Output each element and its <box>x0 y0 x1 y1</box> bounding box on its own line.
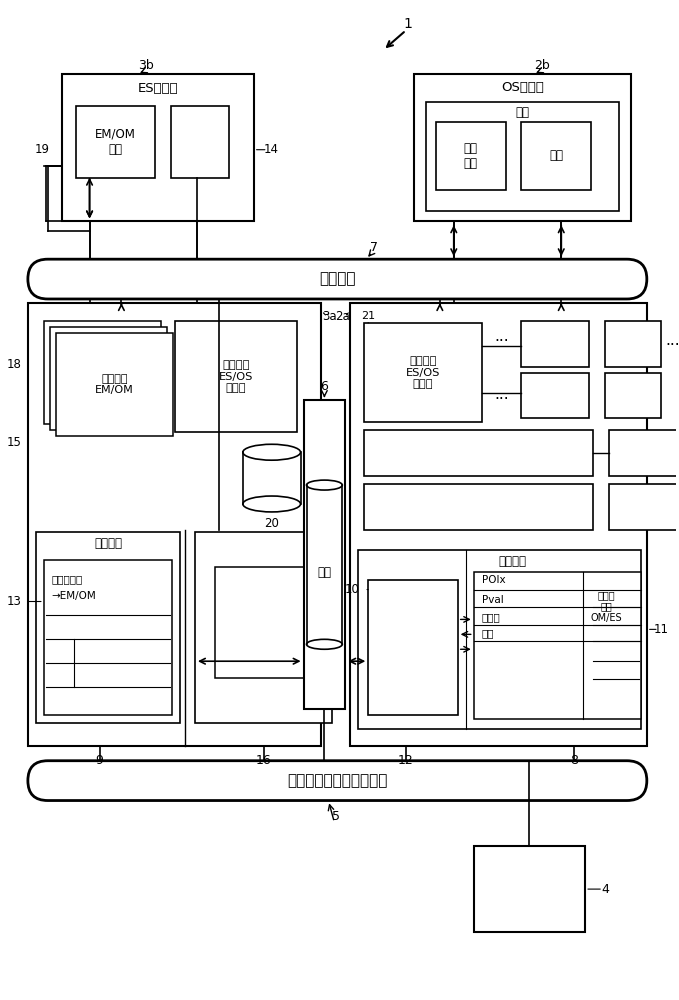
FancyBboxPatch shape <box>28 259 647 299</box>
Bar <box>364 484 593 530</box>
Text: 归档: 归档 <box>317 566 331 579</box>
Bar <box>364 323 481 422</box>
Text: 3a: 3a <box>322 310 337 323</box>
Text: 界限: 界限 <box>481 628 494 638</box>
Text: 3b: 3b <box>139 59 154 72</box>
Bar <box>62 74 254 221</box>
Bar <box>36 532 180 723</box>
Text: ES客户端: ES客户端 <box>137 82 178 95</box>
Text: 15: 15 <box>7 436 21 449</box>
Text: Pval: Pval <box>481 595 503 605</box>
Bar <box>50 327 167 430</box>
Bar <box>521 373 589 418</box>
Text: 21: 21 <box>361 311 375 321</box>
Bar <box>175 321 297 371</box>
Text: 2b: 2b <box>534 59 550 72</box>
Text: ...: ... <box>494 329 509 344</box>
Bar <box>350 303 647 746</box>
Bar <box>474 846 585 932</box>
Text: 过程图像: 过程图像 <box>498 555 526 568</box>
Text: 20: 20 <box>264 517 279 530</box>
Text: 11: 11 <box>653 623 668 636</box>
Text: POIx: POIx <box>481 575 505 585</box>
Bar <box>605 321 661 367</box>
Text: 10: 10 <box>345 583 360 596</box>
Text: 工厂总线（工业以太网）: 工厂总线（工业以太网） <box>288 773 388 788</box>
Text: 9: 9 <box>96 754 103 767</box>
Text: 面板: 面板 <box>549 149 564 162</box>
Text: 19: 19 <box>35 143 50 156</box>
Text: 5: 5 <box>332 810 340 823</box>
Bar <box>171 106 229 178</box>
Text: 1: 1 <box>403 17 412 31</box>
Bar <box>364 430 593 476</box>
Text: 4: 4 <box>601 883 609 896</box>
Text: 终端总线: 终端总线 <box>320 272 356 287</box>
Text: 可视化：
EM/OM: 可视化： EM/OM <box>95 374 134 395</box>
Text: 屏幕: 屏幕 <box>515 106 530 119</box>
Text: 12: 12 <box>398 754 414 767</box>
Bar <box>436 122 506 190</box>
Text: 7: 7 <box>370 241 378 254</box>
Bar <box>175 321 297 432</box>
Text: 14: 14 <box>263 143 278 156</box>
Bar <box>521 321 589 367</box>
Bar <box>359 550 641 729</box>
Bar <box>521 122 591 190</box>
Bar <box>43 560 172 715</box>
Bar <box>426 102 619 211</box>
Bar <box>609 430 679 476</box>
Text: OS客户端: OS客户端 <box>501 81 544 94</box>
Ellipse shape <box>243 444 301 460</box>
Text: 2a: 2a <box>335 310 350 323</box>
Bar <box>56 333 173 436</box>
Text: 18: 18 <box>7 358 21 371</box>
Bar <box>28 303 321 746</box>
Text: 13: 13 <box>7 595 21 608</box>
FancyBboxPatch shape <box>28 761 647 801</box>
Text: EM/OM
控制: EM/OM 控制 <box>95 128 136 156</box>
Text: 设定点: 设定点 <box>481 612 500 622</box>
Bar <box>304 400 346 709</box>
Bar <box>43 321 161 424</box>
Text: 审计跟踪
ES/OS
解释器: 审计跟踪 ES/OS 解释器 <box>406 356 440 389</box>
Bar <box>195 532 333 723</box>
Text: 过程图像: 过程图像 <box>94 537 122 550</box>
Bar <box>609 484 679 530</box>
Bar <box>368 580 458 715</box>
Text: 警报
控制: 警报 控制 <box>464 142 478 170</box>
Ellipse shape <box>306 480 342 490</box>
Text: 6: 6 <box>320 380 329 393</box>
Bar <box>605 373 661 418</box>
Text: 审计跟踪
ES/OS
解释器: 审计跟踪 ES/OS 解释器 <box>219 360 253 393</box>
Text: ...: ... <box>665 333 679 348</box>
Ellipse shape <box>243 496 301 512</box>
Bar <box>414 74 631 221</box>
Bar <box>215 567 312 678</box>
Text: 16: 16 <box>256 754 272 767</box>
Bar <box>474 572 641 719</box>
Bar <box>75 106 155 178</box>
Text: 无状态
警报
OM/ES: 无状态 警报 OM/ES <box>590 590 622 623</box>
Text: 8: 8 <box>570 754 579 767</box>
Text: ...: ... <box>494 387 509 402</box>
Text: →EM/OM: →EM/OM <box>52 591 96 601</box>
Text: 无状态警报: 无状态警报 <box>52 575 83 585</box>
Ellipse shape <box>306 639 342 649</box>
